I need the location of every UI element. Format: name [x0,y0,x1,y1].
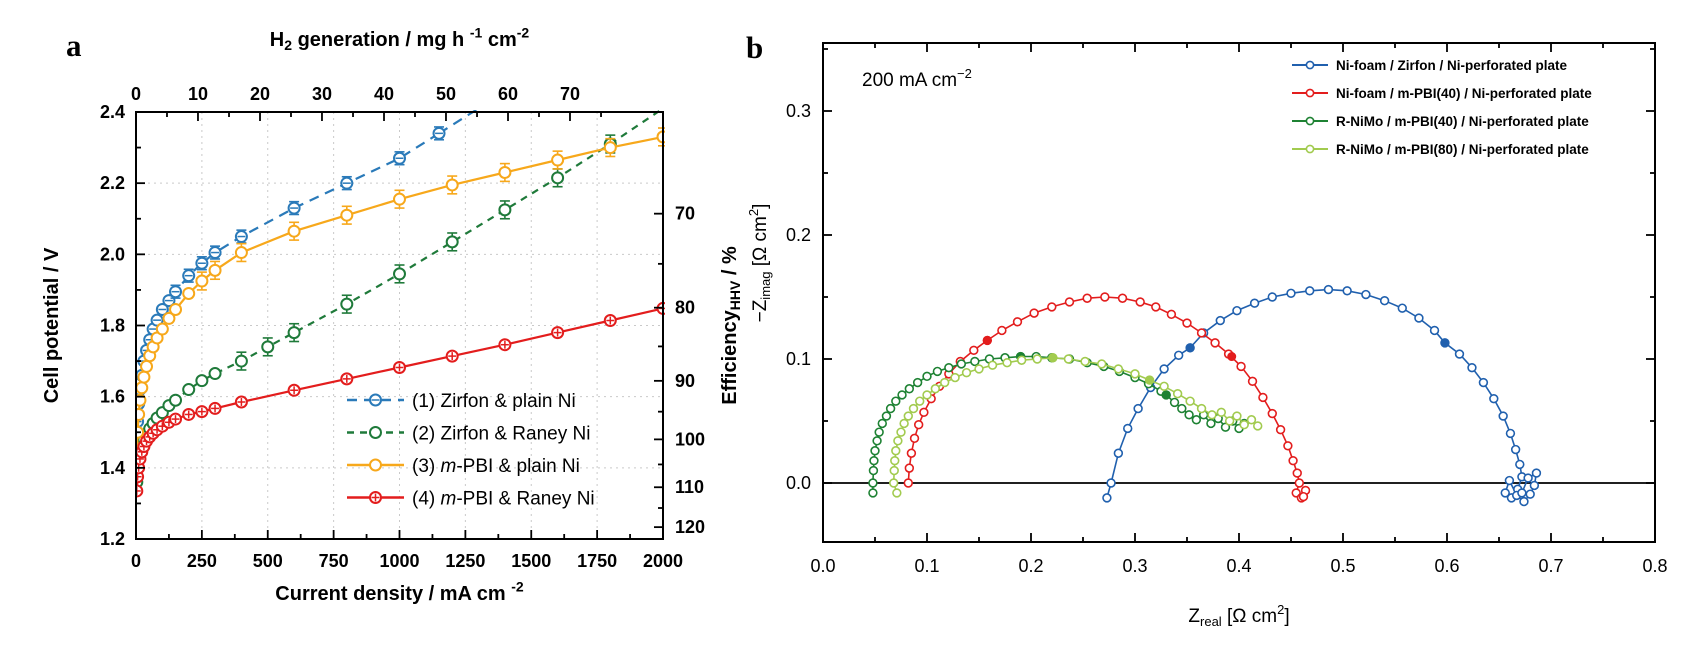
svg-text:Cell potential / V: Cell potential / V [41,247,63,403]
svg-text:R-NiMo / m-PBI(80) / Ni-perfor: R-NiMo / m-PBI(80) / Ni-perforated plate [1336,142,1589,157]
legend-item-mpbi-plain-ni: (3) m-PBI & plain Ni [347,456,580,477]
svg-text:(2) Zirfon & Raney Ni: (2) Zirfon & Raney Ni [412,424,590,445]
svg-text:70: 70 [675,204,695,224]
series-rnimo-mpbi40 [868,351,1249,498]
svg-text:R-NiMo / m-PBI(40) / Ni-perfor: R-NiMo / m-PBI(40) / Ni-perforated plate [1336,114,1589,129]
legend-item-rnimo-mpbi80: R-NiMo / m-PBI(80) / Ni-perforated plate [1292,142,1589,157]
svg-text:0.3: 0.3 [786,101,811,121]
svg-text:80: 80 [675,298,695,318]
panel-b-label: b [746,30,764,65]
series-ni-foam-mpbi40 [903,292,1311,503]
legend-item-zirfon-plain-ni: (1) Zirfon & plain Ni [347,391,576,412]
svg-text:Ni-foam / Zirfon / Ni-perforat: Ni-foam / Zirfon / Ni-perforated plate [1336,58,1568,73]
svg-text:1.8: 1.8 [100,316,125,336]
svg-text:EfficiencyHHV / %: EfficiencyHHV / % [719,246,743,405]
legend-item-ni-foam-mpbi40: Ni-foam / m-PBI(40) / Ni-perforated plat… [1292,86,1592,101]
panel-b-legend: Ni-foam / Zirfon / Ni-perforated plate Ni… [1292,58,1592,157]
svg-text:0.1: 0.1 [786,349,811,369]
panel-a: 0 250 500 750 1000 1250 1500 1750 20001.21.41.61… [41,25,743,605]
svg-text:H2 generation / mg h -1 cm-2: H2 generation / mg h -1 cm-2 [270,25,530,53]
panel-b-tick-labels: 0.0 0.1 0.2 0.3 0.4 0.5 0.6 0.7 0.8 0.0 0.1 0.2 0.3 [786,101,1668,576]
svg-text:70: 70 [560,84,580,104]
svg-text:50: 50 [436,84,456,104]
svg-text:0.2: 0.2 [786,225,811,245]
svg-text:110: 110 [675,477,704,497]
svg-text:(4) m-PBI & Raney Ni: (4) m-PBI & Raney Ni [412,489,595,510]
panel-b-annotation: 200 mA cm−2 [862,66,972,91]
legend-item-rnimo-mpbi40: R-NiMo / m-PBI(40) / Ni-perforated plate [1292,114,1589,129]
svg-text:1.6: 1.6 [100,387,125,407]
svg-text:0.6: 0.6 [1434,556,1459,576]
legend-item-mpbi-raney-ni: (4) m-PBI & Raney Ni [347,489,595,510]
svg-text:500: 500 [253,551,283,571]
svg-text:0.8: 0.8 [1642,556,1667,576]
svg-text:0.2: 0.2 [1018,556,1043,576]
svg-text:(3) m-PBI & plain Ni: (3) m-PBI & plain Ni [412,456,580,477]
svg-text:1000: 1000 [379,551,419,571]
svg-text:1.4: 1.4 [100,458,125,478]
svg-text:40: 40 [374,84,394,104]
series-mpbi-plain-ni [135,127,665,461]
svg-text:Current density / mA cm -2: Current density / mA cm -2 [275,579,524,605]
svg-text:Ni-foam / m-PBI(40) / Ni-perfo: Ni-foam / m-PBI(40) / Ni-perforated plat… [1336,86,1592,101]
svg-text:90: 90 [675,371,695,391]
svg-text:2000: 2000 [643,551,683,571]
svg-text:750: 750 [319,551,349,571]
series-mpbi-raney-ni [135,301,665,498]
svg-text:2.0: 2.0 [100,244,125,264]
panel-a-label: a [66,28,82,63]
series-ni-foam-zirfon [1102,284,1542,507]
svg-text:0.7: 0.7 [1538,556,1563,576]
svg-text:30: 30 [312,84,332,104]
svg-text:0.0: 0.0 [810,556,835,576]
svg-text:−Zimag [Ω cm2]: −Zimag [Ω cm2] [746,204,773,323]
svg-text:10: 10 [188,84,208,104]
svg-text:0.5: 0.5 [1330,556,1355,576]
svg-text:2.4: 2.4 [100,102,125,122]
legend-item-ni-foam-zirfon: Ni-foam / Zirfon / Ni-perforated plate [1292,58,1568,73]
svg-text:200 mA cm−2: 200 mA cm−2 [862,66,972,91]
svg-text:1250: 1250 [445,551,485,571]
panel-a-legend: (1) Zirfon & plain Ni (2) Zirfon & Raney … [347,391,595,510]
panel-b-axis-titles: Zreal [Ω cm2] −Zimag [Ω cm2] [746,204,1290,629]
svg-text:(1) Zirfon & plain Ni: (1) Zirfon & plain Ni [412,391,576,412]
panel-a-grid [136,112,663,539]
svg-text:0.1: 0.1 [914,556,939,576]
svg-text:1750: 1750 [577,551,617,571]
legend-item-zirfon-raney-ni: (2) Zirfon & Raney Ni [347,424,590,445]
svg-text:1.2: 1.2 [100,529,125,549]
series-rnimo-mpbi80 [889,353,1263,498]
svg-text:1500: 1500 [511,551,551,571]
svg-text:20: 20 [250,84,270,104]
panel-a-tick-labels: 0 250 500 750 1000 1250 1500 1750 20001.21.41.61… [100,84,705,571]
svg-text:60: 60 [498,84,518,104]
svg-text:100: 100 [675,429,705,449]
svg-text:0: 0 [131,551,141,571]
svg-text:2.2: 2.2 [100,173,125,193]
svg-text:Zreal [Ω cm2]: Zreal [Ω cm2] [1188,602,1289,629]
panel-b: 0.0 0.1 0.2 0.3 0.4 0.5 0.6 0.7 0.80.00.10.20.3Z… [746,42,1668,629]
svg-text:0.3: 0.3 [1122,556,1147,576]
svg-text:250: 250 [187,551,217,571]
svg-text:0.4: 0.4 [1226,556,1251,576]
svg-text:120: 120 [675,517,705,537]
svg-text:0.0: 0.0 [786,473,811,493]
panel-a-axis-titles: Current density / mA cm -2 H2 generation … [41,25,743,605]
svg-text:0: 0 [131,84,141,104]
